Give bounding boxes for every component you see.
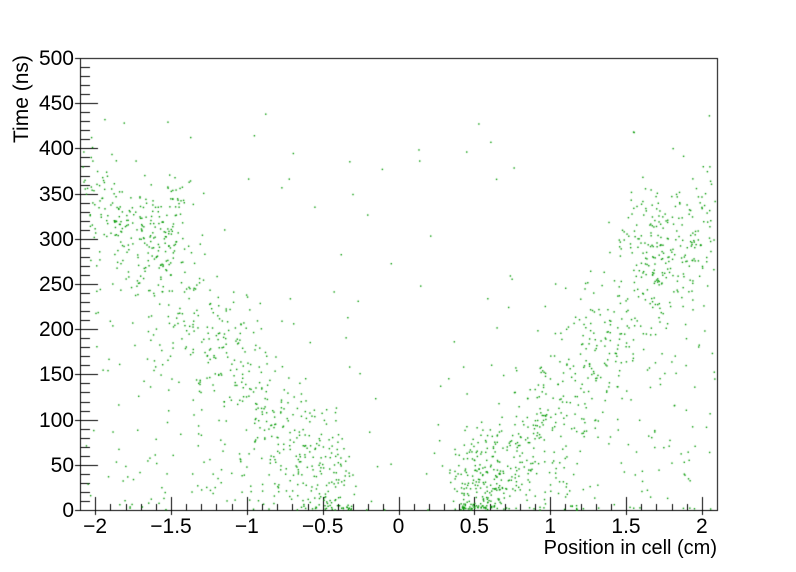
x-tick-label: 0 [392, 515, 405, 538]
y-tick-label: 350 [38, 182, 74, 206]
x-tick-label: −0.5 [301, 515, 344, 538]
x-tick-label: 2 [695, 515, 708, 538]
x-tick-label: 1 [544, 515, 556, 538]
y-tick-label: 500 [38, 47, 74, 70]
y-tick-label: 200 [38, 318, 74, 342]
x-tick-label: 0.5 [459, 515, 489, 538]
y-tick-label: 450 [38, 92, 74, 116]
x-tick-label: −1 [234, 515, 259, 538]
x-tick-label: 1.5 [611, 515, 641, 538]
y-tick-label: 400 [38, 137, 74, 161]
x-tick-label: −1.5 [150, 515, 192, 538]
y-tick-label: 100 [38, 408, 74, 432]
x-axis-title: Position in cell (cm) [543, 537, 717, 559]
y-tick-label: 50 [50, 453, 74, 477]
x-tick-label: −2 [83, 515, 108, 538]
y-tick-label: 300 [38, 227, 74, 251]
y-tick-label: 0 [62, 499, 74, 522]
y-tick-label: 150 [38, 363, 74, 387]
y-tick-label: 250 [38, 273, 74, 296]
